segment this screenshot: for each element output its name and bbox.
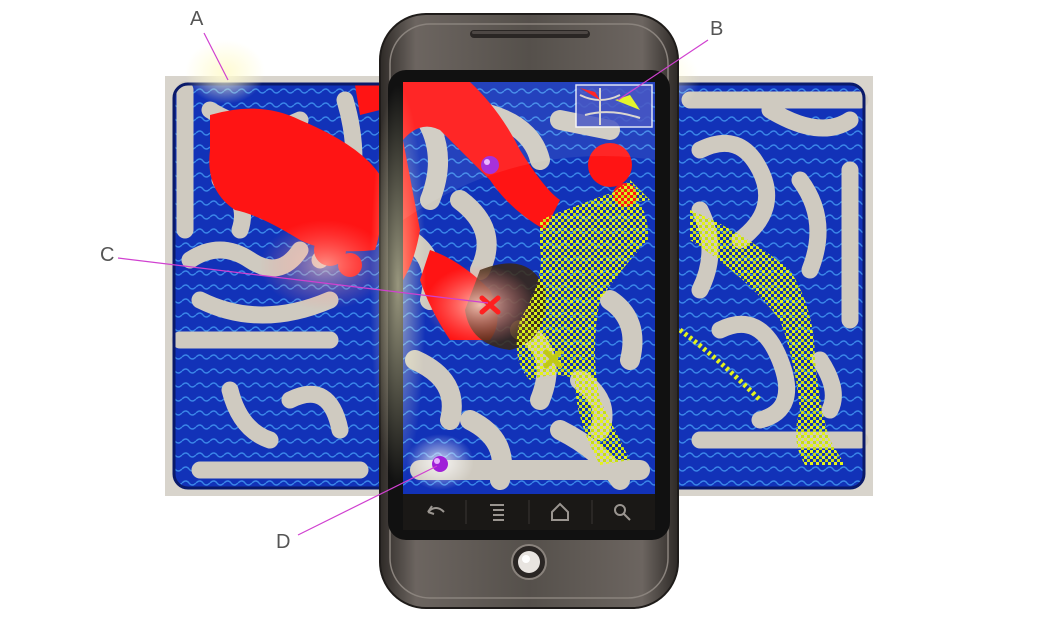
callout-label-d: D: [276, 531, 291, 553]
game-screen: [403, 82, 655, 494]
yellow-x-marker: [543, 349, 563, 369]
callout-label-a: A: [190, 8, 204, 30]
minimap: [575, 84, 653, 128]
back-arrow-icon[interactable]: [427, 505, 445, 515]
callout-label-b: B: [710, 18, 724, 40]
search-icon[interactable]: [614, 504, 631, 521]
red-x-marker: [479, 295, 501, 315]
menu-lines-icon[interactable]: [490, 504, 504, 521]
yellow-trail: [678, 210, 845, 465]
phone-nav-bar: [403, 494, 655, 530]
callout-lines: [117, 32, 709, 536]
purple-orb-bottom: [432, 456, 448, 472]
trackball[interactable]: [511, 544, 547, 580]
home-icon[interactable]: [551, 502, 569, 521]
callout-label-c: C: [100, 244, 115, 266]
screen-yellow-trail: [516, 180, 650, 465]
